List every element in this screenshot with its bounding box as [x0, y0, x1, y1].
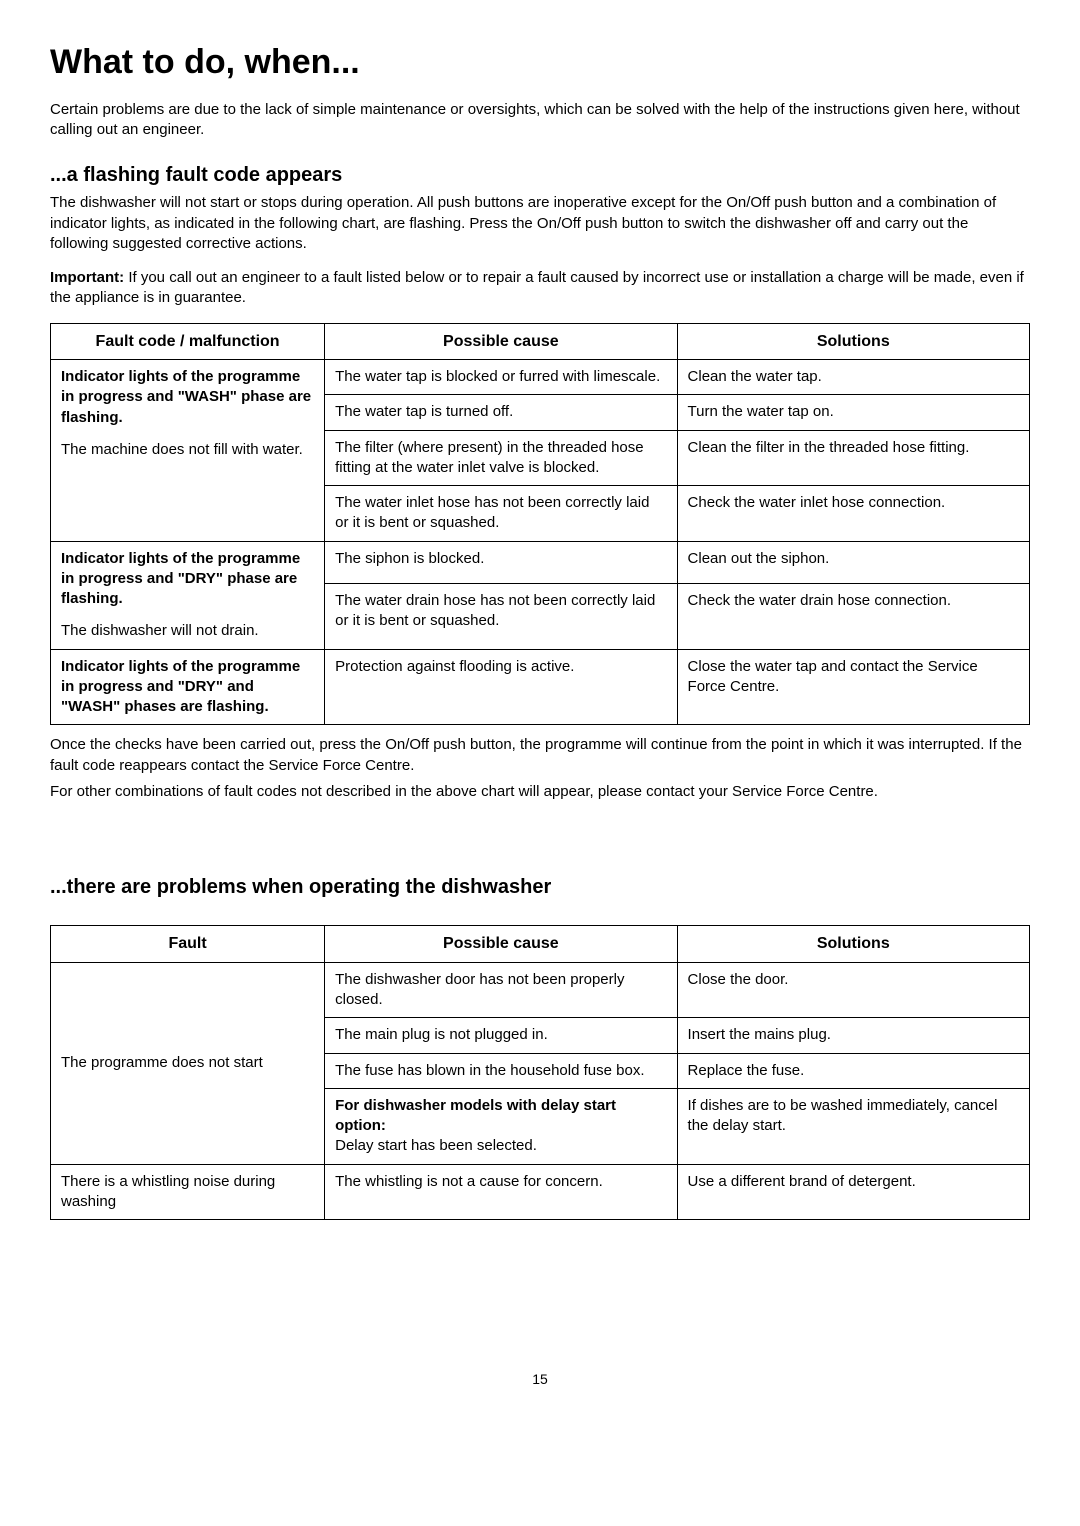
solution-cell: Close the door.: [677, 962, 1029, 1018]
cause-bold: For dishwasher models with delay start o…: [335, 1097, 616, 1134]
header-cause: Possible cause: [325, 323, 677, 360]
solution-cell: If dishes are to be washed immediately, …: [677, 1088, 1029, 1164]
table-header-row: Fault code / malfunction Possible cause …: [51, 323, 1030, 360]
page-title: What to do, when...: [50, 40, 1030, 86]
solution-cell: Clean out the siphon.: [677, 541, 1029, 583]
cause-cell: The main plug is not plugged in.: [325, 1018, 677, 1053]
cause-cell: The fuse has blown in the household fuse…: [325, 1053, 677, 1088]
operating-problems-table: Fault Possible cause Solutions The progr…: [50, 925, 1030, 1220]
solution-cell: Close the water tap and contact the Serv…: [677, 649, 1029, 725]
header-fault: Fault code / malfunction: [51, 323, 325, 360]
cause-cell: The water inlet hose has not been correc…: [325, 486, 677, 542]
cause-text: Delay start has been selected.: [335, 1137, 537, 1154]
fault-desc: The dishwasher will not drain.: [61, 621, 314, 641]
page-number: 15: [0, 1370, 1080, 1389]
fault-cell: Indicator lights of the programme in pro…: [51, 360, 325, 542]
fault-cell: Indicator lights of the programme in pro…: [51, 541, 325, 649]
solution-cell: Check the water drain hose connection.: [677, 583, 1029, 649]
solution-cell: Check the water inlet hose connection.: [677, 486, 1029, 542]
cause-cell: Protection against flooding is active.: [325, 649, 677, 725]
fault-bold: Indicator lights of the programme in pro…: [61, 658, 300, 716]
solution-cell: Use a different brand of detergent.: [677, 1164, 1029, 1220]
solution-cell: Replace the fuse.: [677, 1053, 1029, 1088]
table-row: There is a whistling noise during washin…: [51, 1164, 1030, 1220]
header-solutions: Solutions: [677, 926, 1029, 963]
fault-cell: There is a whistling noise during washin…: [51, 1164, 325, 1220]
table-row: The programme does not start The dishwas…: [51, 962, 1030, 1018]
table-header-row: Fault Possible cause Solutions: [51, 926, 1030, 963]
section1-after1: Once the checks have been carried out, p…: [50, 735, 1030, 776]
important-text: If you call out an engineer to a fault l…: [50, 269, 1024, 306]
fault-desc: The machine does not fill with water.: [61, 440, 314, 460]
solution-cell: Insert the mains plug.: [677, 1018, 1029, 1053]
fault-bold: Indicator lights of the programme in pro…: [61, 368, 311, 426]
fault-bold: Indicator lights of the programme in pro…: [61, 550, 300, 608]
intro-text: Certain problems are due to the lack of …: [50, 100, 1030, 141]
solution-cell: Clean the filter in the threaded hose fi…: [677, 430, 1029, 486]
fault-cell: The programme does not start: [51, 962, 325, 1164]
solution-cell: Turn the water tap on.: [677, 395, 1029, 430]
header-fault: Fault: [51, 926, 325, 963]
cause-cell: The siphon is blocked.: [325, 541, 677, 583]
cause-cell: The water tap is blocked or furred with …: [325, 360, 677, 395]
table-row: Indicator lights of the programme in pro…: [51, 541, 1030, 583]
fault-cell: Indicator lights of the programme in pro…: [51, 649, 325, 725]
header-solutions: Solutions: [677, 323, 1029, 360]
cause-cell: For dishwasher models with delay start o…: [325, 1088, 677, 1164]
cause-cell: The water drain hose has not been correc…: [325, 583, 677, 649]
section1-after2: For other combinations of fault codes no…: [50, 782, 1030, 802]
section1-heading: ...a flashing fault code appears: [50, 162, 1030, 189]
cause-cell: The filter (where present) in the thread…: [325, 430, 677, 486]
header-cause: Possible cause: [325, 926, 677, 963]
fault-code-table: Fault code / malfunction Possible cause …: [50, 323, 1030, 726]
section1-p1: The dishwasher will not start or stops d…: [50, 193, 1030, 254]
section1-important: Important: If you call out an engineer t…: [50, 268, 1030, 309]
important-label: Important:: [50, 269, 124, 286]
cause-cell: The water tap is turned off.: [325, 395, 677, 430]
section2-heading: ...there are problems when operating the…: [50, 874, 1030, 901]
cause-cell: The whistling is not a cause for concern…: [325, 1164, 677, 1220]
cause-cell: The dishwasher door has not been properl…: [325, 962, 677, 1018]
table-row: Indicator lights of the programme in pro…: [51, 360, 1030, 395]
solution-cell: Clean the water tap.: [677, 360, 1029, 395]
table-row: Indicator lights of the programme in pro…: [51, 649, 1030, 725]
